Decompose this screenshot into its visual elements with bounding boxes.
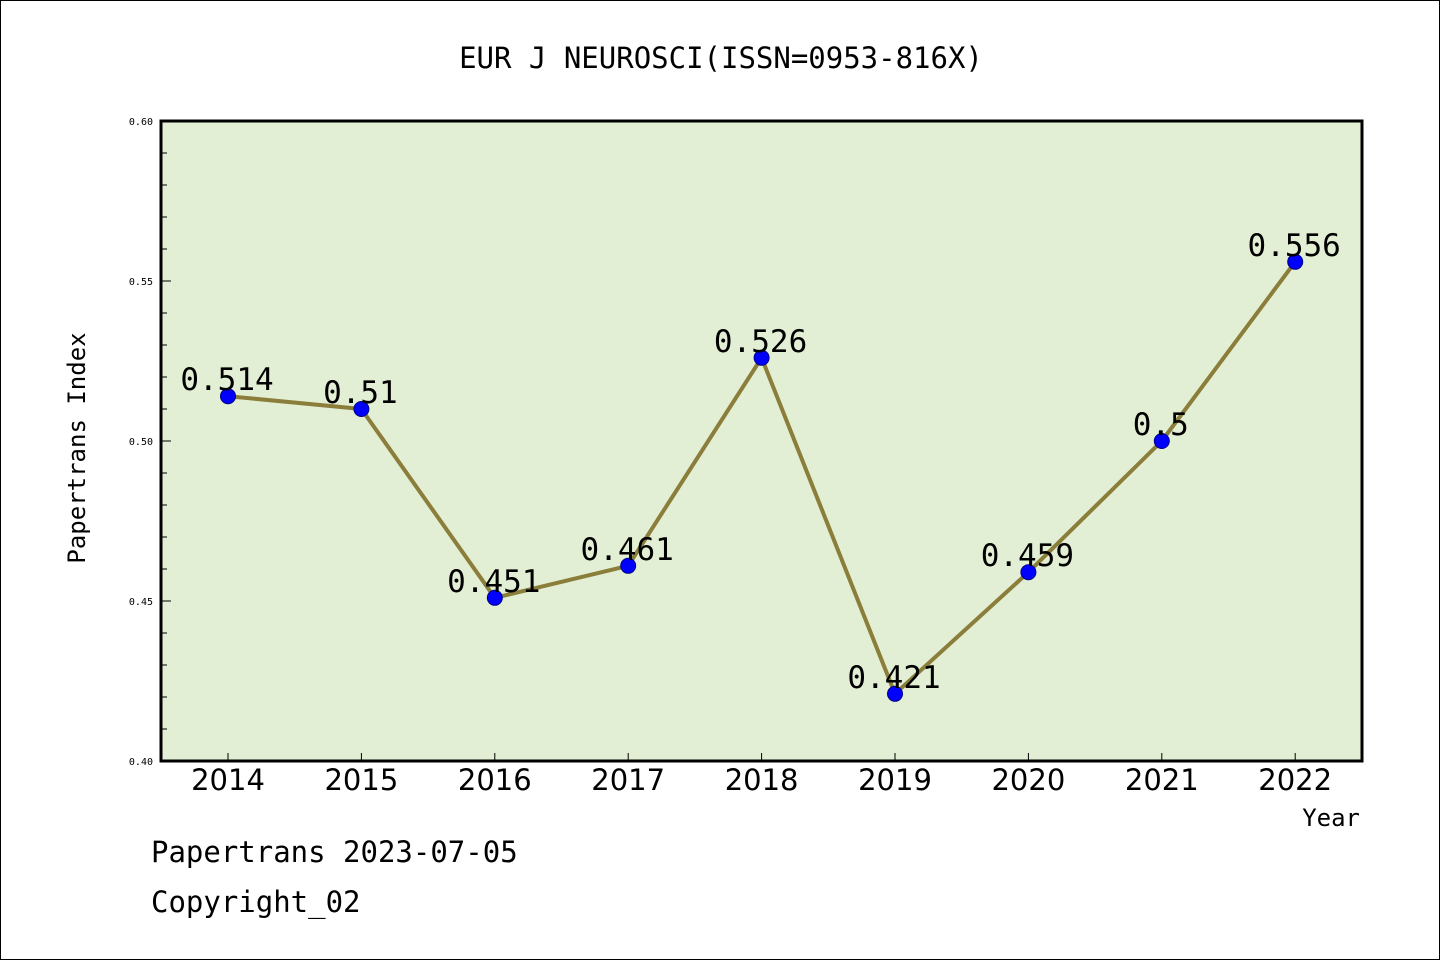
data-point bbox=[1153, 433, 1170, 449]
data-point bbox=[486, 589, 503, 606]
x-tick-label: 2022 bbox=[1258, 763, 1332, 797]
series-line-group bbox=[220, 253, 1304, 702]
x-tick-label: 2014 bbox=[191, 763, 265, 797]
data-point bbox=[220, 388, 236, 405]
data-label: 0.556 bbox=[1248, 228, 1341, 264]
data-point bbox=[753, 349, 770, 366]
data-point bbox=[887, 685, 903, 702]
y-tick-label: 0.40 bbox=[129, 757, 153, 768]
data-label: 0.461 bbox=[581, 532, 674, 568]
y-axis-label: Papertrans Index bbox=[63, 332, 91, 563]
data-label: 0.5 bbox=[1133, 407, 1189, 443]
y-axis: 0.40 0.45 0.50 0.55 0.60 bbox=[129, 117, 171, 768]
data-label: 0.459 bbox=[981, 538, 1074, 574]
data-point bbox=[1287, 253, 1304, 270]
data-label-group: 0.514 0.51 0.451 0.461 0.526 0.421 0.459 0.5 0.5… bbox=[180, 228, 1341, 696]
data-label: 0.514 bbox=[180, 362, 273, 398]
y-tick-label: 0.55 bbox=[129, 277, 153, 288]
x-axis-label: Year bbox=[1302, 804, 1360, 832]
data-point bbox=[353, 401, 370, 417]
data-label: 0.421 bbox=[847, 660, 940, 696]
y-tick-label: 0.45 bbox=[129, 597, 153, 608]
x-tick-label: 2015 bbox=[324, 763, 398, 797]
x-tick-label: 2021 bbox=[1125, 763, 1199, 797]
x-axis: 2014 2015 2016 2017 2018 2019 2020 2021 2022 bbox=[191, 753, 1332, 797]
data-label: 0.51 bbox=[323, 375, 398, 411]
data-label: 0.526 bbox=[714, 324, 807, 360]
data-label: 0.451 bbox=[447, 564, 540, 600]
x-tick-label: 2017 bbox=[591, 763, 665, 797]
chart-title: EUR J NEUROSCI(ISSN=0953-816X) bbox=[459, 41, 983, 75]
data-point bbox=[1020, 564, 1037, 581]
y-tick-label: 0.50 bbox=[129, 437, 153, 448]
data-point bbox=[620, 557, 637, 574]
footer-copyright-text: Copyright_02 bbox=[151, 885, 361, 919]
x-tick-label: 2018 bbox=[725, 763, 799, 797]
x-tick-label: 2016 bbox=[458, 763, 532, 797]
footer-date-text: Papertrans 2023-07-05 bbox=[151, 835, 518, 869]
x-tick-label: 2020 bbox=[991, 763, 1065, 797]
x-tick-label: 2019 bbox=[858, 763, 932, 797]
y-tick-label: 0.60 bbox=[129, 117, 153, 128]
